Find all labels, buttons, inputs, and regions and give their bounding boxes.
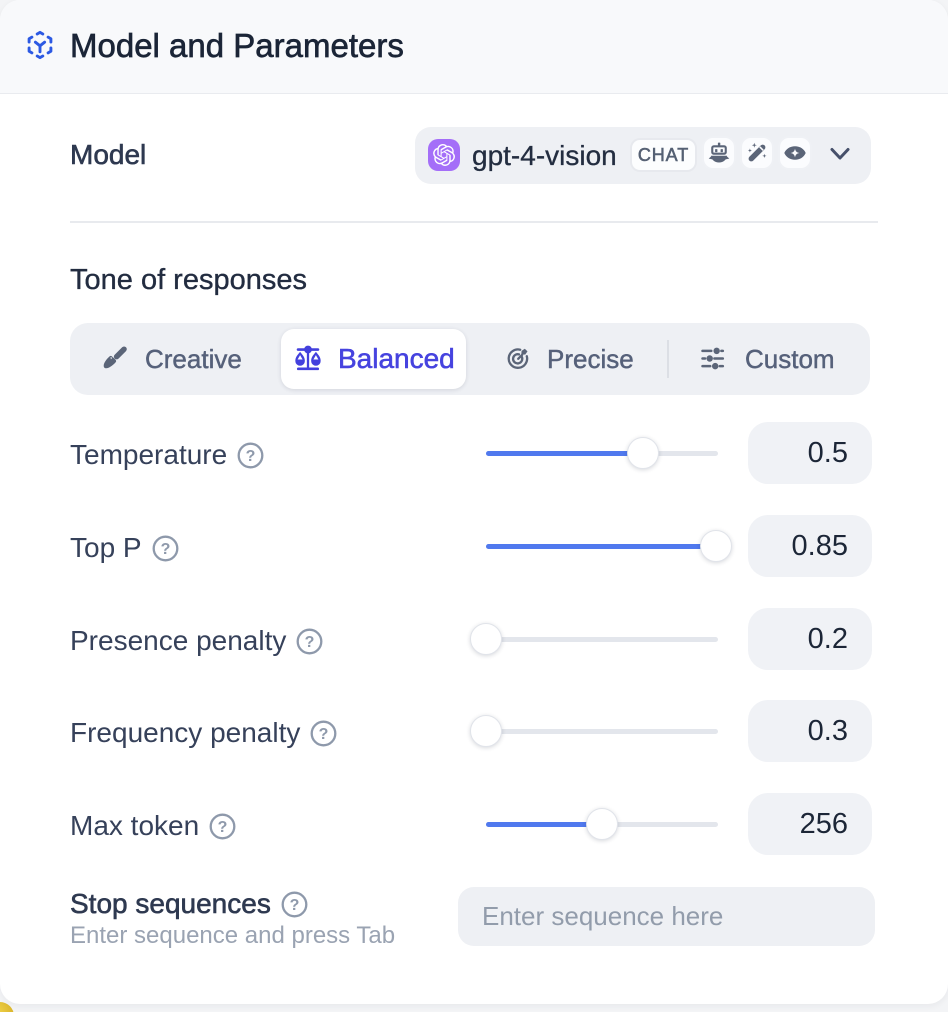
svg-text:?: ? bbox=[319, 726, 329, 743]
svg-text:?: ? bbox=[305, 634, 315, 651]
svg-text:?: ? bbox=[289, 897, 299, 914]
svg-text:?: ? bbox=[218, 819, 228, 836]
svg-text:?: ? bbox=[246, 448, 256, 465]
svg-text:?: ? bbox=[160, 541, 170, 558]
